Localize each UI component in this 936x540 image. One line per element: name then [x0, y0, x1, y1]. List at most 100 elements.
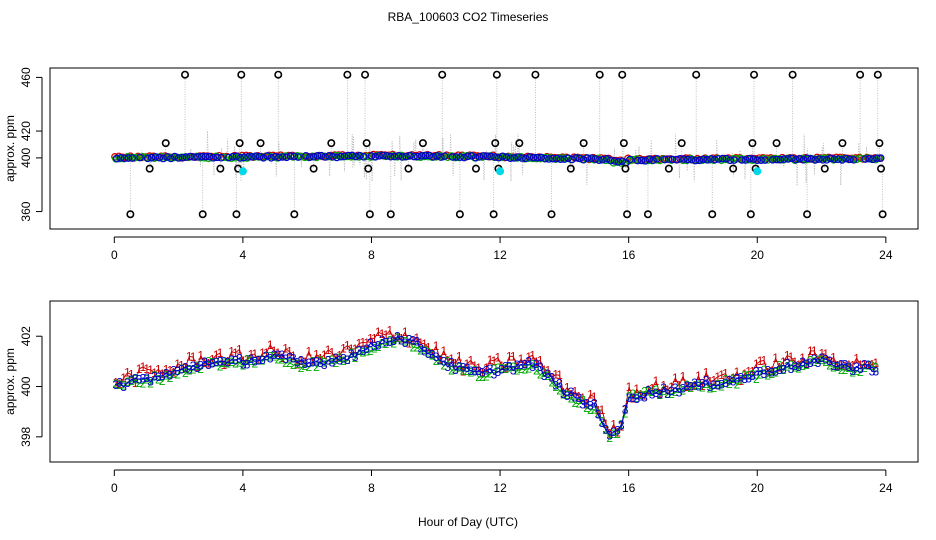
series-1-symbol: 1: [738, 374, 745, 388]
extreme-point: [216, 164, 225, 173]
series-3-symbol: 3: [197, 359, 204, 373]
series-1-symbol: 1: [857, 358, 864, 372]
series-3-symbol: 3: [711, 378, 718, 392]
series-3-symbol: 3: [298, 353, 305, 367]
series-3-symbol: 3: [163, 367, 170, 381]
extreme-point: [708, 210, 717, 219]
series-3-symbol: 3: [525, 355, 532, 369]
series-2-symbol: 2: [595, 406, 602, 420]
mean-point-3: [822, 156, 831, 164]
extreme-point: [772, 139, 781, 148]
mean-point-3: [792, 155, 800, 164]
series-1-symbol: 1: [217, 346, 224, 360]
extreme-point: [566, 164, 575, 173]
mean-point-3: [541, 154, 549, 163]
series-1-symbol: 1: [433, 339, 440, 353]
series-3-symbol: 3: [305, 356, 312, 370]
series-2-symbol: 2: [525, 361, 532, 375]
series-2-symbol: 2: [483, 370, 490, 384]
series-3-symbol: 3: [325, 353, 332, 367]
series-1-symbol: 1: [618, 420, 625, 434]
series-2-symbol: 2: [224, 357, 231, 371]
series-3-symbol: 3: [795, 360, 802, 374]
extreme-point: [232, 210, 241, 219]
series-1-symbol: 1: [494, 351, 501, 365]
series-2-symbol: 2: [494, 361, 501, 375]
series-1-symbol: 1: [383, 328, 390, 342]
series-2-symbol: 2: [151, 369, 158, 383]
series-2-symbol: 2: [807, 354, 814, 368]
mean-point-3: [595, 156, 603, 164]
series-2-symbol: 2: [784, 360, 791, 374]
series-3-symbol: 3: [776, 363, 783, 377]
top-timeseries-plot: 0 4 8 12 16 20 24 360 400 420 460 approx. ppm: [3, 67, 919, 262]
series-2-symbol: 2: [572, 396, 579, 410]
mean-point-3: [784, 155, 792, 163]
series-2-symbol: 2: [575, 397, 582, 411]
series-1-symbol: 1: [251, 347, 258, 361]
mean-point-3: [379, 151, 387, 160]
series-2-symbol: 2: [815, 353, 822, 367]
series-2-symbol: 2: [687, 381, 694, 395]
series-1-symbol: 1: [599, 403, 606, 417]
series-3-symbol: 3: [803, 357, 810, 371]
series-2-symbol: 2: [456, 361, 463, 375]
series-3-symbol: 3: [753, 365, 760, 379]
mean-point-3: [275, 153, 283, 162]
mean-point-3: [329, 152, 337, 161]
series-3-symbol: 3: [869, 364, 876, 378]
series-2-symbol: 2: [116, 378, 123, 392]
series-2-symbol: 2: [649, 385, 656, 399]
mean-point-3: [649, 156, 657, 165]
series-3-symbol: 3: [194, 361, 201, 375]
mean-point-3: [626, 155, 634, 164]
series-1-symbol: 1: [537, 353, 544, 367]
series-1-symbol: 1: [425, 341, 432, 355]
x-tick-label: 20: [751, 248, 765, 262]
series-3-symbol: 3: [159, 369, 166, 383]
mean-point-3: [591, 155, 600, 163]
mean-point-3: [155, 153, 164, 162]
series-3-symbol: 3: [842, 358, 849, 372]
series-2-symbol: 2: [676, 382, 683, 396]
series-3-symbol: 3: [286, 351, 293, 365]
mean-point-3: [124, 154, 133, 162]
series-3-symbol: 3: [209, 357, 216, 371]
series-3-symbol: 3: [498, 363, 505, 377]
series-1-symbol: 1: [730, 371, 737, 385]
series-1-symbol: 1: [664, 383, 671, 397]
series-1-symbol: 1: [174, 357, 181, 371]
series-1-symbol: 1: [313, 348, 320, 362]
series-2-symbol: 2: [757, 367, 764, 381]
series-3-symbol: 3: [684, 379, 691, 393]
series-2-symbol: 2: [838, 363, 845, 377]
series-1-symbol: 1: [471, 359, 478, 373]
series-3-symbol: 3: [703, 374, 710, 388]
mean-point-3: [421, 151, 430, 160]
series-2-symbol: 2: [379, 336, 386, 350]
mean-point-3: [761, 156, 769, 164]
flagged-point: [238, 167, 247, 176]
chart-title: RBA_100603 CO2 Timeseries: [387, 10, 549, 24]
series-2-symbol: 2: [753, 372, 760, 386]
extreme-point: [748, 139, 757, 148]
series-3-symbol: 3: [502, 359, 509, 373]
series-2-symbol: 2: [830, 360, 837, 374]
mean-point-3: [815, 155, 823, 163]
series-1-symbol: 1: [726, 373, 733, 387]
series-2-symbol: 2: [282, 356, 289, 370]
series-2-symbol: 2: [205, 355, 212, 369]
extreme-point: [455, 210, 464, 219]
series-2-symbol: 2: [668, 387, 675, 401]
extreme-point: [471, 164, 480, 173]
series-3-symbol: 3: [807, 356, 814, 370]
series-3-symbol: 3: [660, 381, 667, 395]
series-2-symbol: 2: [375, 340, 382, 354]
mean-point-3: [359, 152, 368, 161]
series-3-symbol: 3: [359, 344, 366, 358]
series-1-symbol: 1: [236, 342, 243, 356]
series-3-symbol: 3: [471, 365, 478, 379]
mean-point-3: [209, 153, 218, 162]
series-2-symbol: 2: [359, 346, 366, 360]
series-2-symbol: 2: [799, 359, 806, 373]
